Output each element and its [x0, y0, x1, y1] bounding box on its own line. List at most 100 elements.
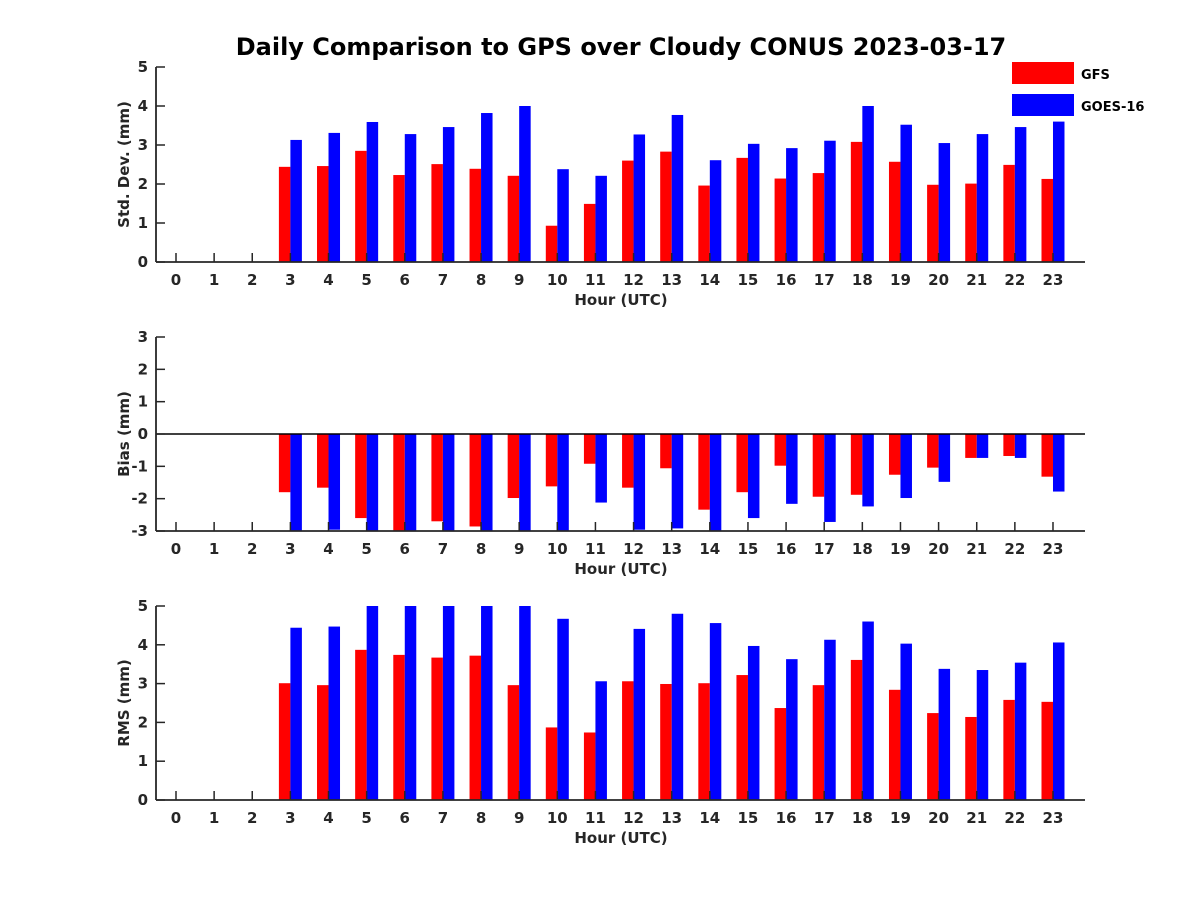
x-tick-label: 19: [890, 540, 911, 558]
bar-gfs-hour-19: [888, 689, 901, 800]
bar-goes-16-hour-12: [633, 628, 646, 800]
bar-goes-16-hour-22: [1014, 662, 1027, 800]
bar-goes-16-hour-5: [366, 434, 379, 531]
bar-goes-16-hour-22: [1014, 434, 1027, 458]
x-axis-label: Hour (UTC): [574, 291, 667, 309]
bar-gfs-hour-15: [736, 157, 748, 262]
bar-goes-16-hour-11: [595, 681, 607, 800]
x-tick-label: 13: [661, 809, 682, 827]
bar-goes-16-hour-10: [557, 434, 569, 531]
bar-gfs-hour-23: [1041, 434, 1053, 477]
bar-goes-16-hour-9: [519, 606, 531, 800]
bar-gfs-hour-12: [622, 160, 634, 262]
x-tick-label: 4: [323, 540, 333, 558]
bar-gfs-hour-7: [431, 164, 443, 262]
x-tick-label: 15: [738, 540, 759, 558]
bar-goes-16-hour-21: [976, 134, 989, 262]
x-tick-label: 17: [814, 809, 835, 827]
bar-goes-16-hour-17: [824, 639, 836, 800]
bar-goes-16-hour-3: [290, 434, 302, 531]
bar-gfs-hour-22: [1003, 164, 1015, 262]
bar-gfs-hour-15: [736, 434, 748, 493]
y-tick-label: -1: [131, 457, 148, 475]
bar-goes-16-hour-23: [1052, 121, 1065, 262]
x-tick-label: 11: [585, 271, 606, 289]
bar-goes-16-hour-5: [366, 606, 379, 800]
bar-gfs-hour-7: [431, 434, 443, 522]
x-tick-label: 6: [400, 271, 410, 289]
bar-gfs-hour-10: [545, 225, 558, 262]
bar-gfs-hour-3: [278, 434, 291, 493]
x-tick-label: 5: [361, 540, 371, 558]
bar-gfs-hour-23: [1041, 178, 1053, 262]
bar-gfs-hour-17: [812, 173, 825, 262]
bar-gfs-hour-12: [622, 434, 634, 488]
y-tick-label: -2: [131, 490, 148, 508]
bar-goes-16-hour-18: [862, 621, 874, 800]
bar-goes-16-hour-11: [595, 434, 607, 503]
bar-gfs-hour-21: [965, 716, 977, 800]
bar-gfs-hour-8: [469, 168, 482, 262]
bar-gfs-hour-18: [850, 141, 863, 262]
x-axis-label: Hour (UTC): [574, 560, 667, 578]
x-tick-label: 14: [699, 540, 720, 558]
x-tick-label: 10: [547, 271, 568, 289]
bar-goes-16-hour-9: [519, 106, 531, 262]
bar-gfs-hour-3: [278, 683, 291, 800]
x-tick-label: 7: [438, 540, 448, 558]
legend-swatch-gfs: [1012, 62, 1074, 84]
y-tick-label: 0: [138, 791, 148, 809]
bar-gfs-hour-8: [469, 434, 482, 527]
x-tick-label: 10: [547, 540, 568, 558]
x-tick-label: 22: [1004, 809, 1025, 827]
x-tick-label: 14: [699, 271, 720, 289]
x-tick-label: 22: [1004, 540, 1025, 558]
bar-gfs-hour-21: [965, 434, 977, 458]
bar-goes-16-hour-16: [786, 148, 798, 262]
bar-goes-16-hour-8: [481, 113, 493, 263]
bar-gfs-hour-18: [850, 434, 863, 495]
bar-gfs-hour-12: [622, 681, 634, 800]
bar-gfs-hour-11: [583, 732, 596, 800]
x-tick-label: 19: [890, 271, 911, 289]
bar-gfs-hour-15: [736, 675, 748, 800]
x-tick-label: 19: [890, 809, 911, 827]
legend: GFS GOES-16: [1012, 62, 1144, 116]
bar-gfs-hour-5: [355, 434, 367, 519]
x-tick-label: 1: [209, 540, 219, 558]
x-tick-label: 3: [285, 540, 295, 558]
bar-gfs-hour-13: [660, 683, 672, 800]
bar-goes-16-hour-20: [938, 143, 951, 262]
bar-gfs-hour-16: [774, 434, 787, 466]
x-tick-label: 18: [852, 809, 873, 827]
bar-gfs-hour-14: [698, 683, 710, 800]
x-tick-label: 13: [661, 271, 682, 289]
x-tick-label: 4: [323, 271, 333, 289]
bar-goes-16-hour-3: [290, 139, 302, 262]
bar-gfs-hour-19: [888, 161, 901, 262]
bar-goes-16-hour-19: [900, 643, 912, 800]
bar-goes-16-hour-4: [328, 626, 341, 800]
bar-goes-16-hour-19: [900, 124, 912, 262]
x-tick-label: 23: [1043, 809, 1064, 827]
y-tick-label: 2: [138, 175, 148, 193]
y-tick-label: 4: [138, 97, 148, 115]
bar-goes-16-hour-16: [786, 659, 798, 800]
bar-gfs-hour-23: [1041, 701, 1053, 800]
x-tick-label: 7: [438, 809, 448, 827]
legend-swatch-goes16: [1012, 94, 1074, 116]
bar-gfs-hour-21: [965, 183, 977, 262]
bar-gfs-hour-17: [812, 434, 825, 497]
y-tick-label: 3: [138, 328, 148, 346]
bar-gfs-hour-22: [1003, 434, 1015, 456]
bar-goes-16-hour-17: [824, 434, 836, 522]
bar-goes-16-hour-3: [290, 627, 302, 800]
x-tick-label: 2: [247, 540, 257, 558]
bar-gfs-hour-20: [927, 713, 939, 800]
bar-gfs-hour-20: [927, 184, 939, 262]
x-tick-label: 5: [361, 809, 371, 827]
bar-goes-16-hour-20: [938, 668, 951, 800]
x-tick-label: 9: [514, 540, 524, 558]
bar-goes-16-hour-22: [1014, 127, 1027, 262]
x-tick-label: 6: [400, 540, 410, 558]
